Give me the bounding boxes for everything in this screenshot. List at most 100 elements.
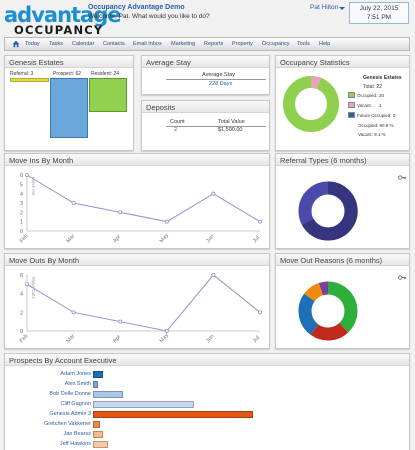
vacant-swatch [348,102,355,108]
nav-property[interactable]: Property [232,41,253,47]
reason-slice[interactable] [327,281,358,333]
home-icon[interactable] [12,40,20,48]
key-icon[interactable] [398,274,407,281]
y-tick-label: 3 [20,201,23,207]
data-point[interactable] [257,310,262,315]
y-tick-label: 4 [20,292,23,298]
panel-title: Occupancy Statistics [276,56,409,68]
account-executive-label[interactable]: Genesis Admin 3 [49,411,91,417]
account-executive-label[interactable]: Bob Delle Donne [49,391,91,397]
data-point[interactable] [71,310,76,315]
x-tick-label: May [159,332,170,344]
panel-title: Move Ins By Month [5,154,269,166]
x-tick-label: Feb [19,333,30,344]
x-tick-label: Jun [205,234,215,245]
average-stay-panel: Average Stay Average Stay 228 Days [141,55,270,95]
panel-title: Prospects By Account Executive [5,354,409,366]
table-divider [166,79,266,80]
occupancy-donut[interactable] [280,73,342,135]
occupied-slice[interactable] [283,76,339,132]
account-executive-label[interactable]: Alex Smith [64,381,91,387]
nav-today[interactable]: Today [25,41,40,47]
average-stay-header: Average Stay [202,72,235,78]
data-point[interactable] [211,273,216,278]
data-point[interactable] [211,191,216,196]
referral-bar[interactable] [10,78,49,82]
data-point[interactable] [164,219,169,224]
referral-types-donut[interactable] [296,179,360,243]
x-tick-label: Mar [66,233,77,244]
prospect-label: Prospect: 62 [53,71,82,77]
account-executive-label[interactable]: Jan Bearss [63,431,91,437]
y-tick-label: 4 [20,192,23,198]
nav-tasks[interactable]: Tasks [49,41,64,47]
nav-tools[interactable]: Tools [297,41,310,47]
app-title: Occupancy Advantage Demo [88,4,185,11]
data-point[interactable] [118,319,123,324]
nav-reports[interactable]: Reports [204,41,224,47]
prospect-bar[interactable] [93,431,103,438]
prospect-bar[interactable] [93,391,123,398]
y-tick-label: 0 [20,229,23,235]
data-point[interactable] [257,219,262,224]
future-occupied-label: Future Occupied: [357,113,392,118]
nav-email-inbox[interactable]: Email Inbox [133,41,162,47]
current-date: July 22, 2015 [359,5,399,12]
account-executive-label[interactable]: Gretchen Vakkener [44,421,91,427]
x-tick-label: Apr [112,334,122,345]
data-point[interactable] [24,282,29,287]
reason-slice[interactable] [298,293,319,335]
move-out-reasons-donut[interactable] [296,279,360,343]
table-divider [166,126,266,127]
move-outs-panel: Move Outs By Month 0 2 4 6 Move Outs Feb Mar Ap… [4,253,270,349]
y-axis-title: Move Ins [31,177,36,196]
occupied-count: 20 [379,93,385,98]
future-occupied-count: 0 [393,113,396,118]
move-ins-chart[interactable]: 0 1 2 3 4 5 6 Move Ins Feb Mar Apr May Jun Jul [5,167,270,249]
average-stay-value[interactable]: 228 Days [209,81,233,87]
prospect-bar[interactable] [93,421,101,428]
account-executive-label[interactable]: Jeff Hawkins [59,441,91,447]
nav-contacts[interactable]: Contacts [103,41,125,47]
nav-help[interactable]: Help [319,41,331,47]
reason-slice[interactable] [310,322,349,341]
data-point[interactable] [164,329,169,334]
occupied-swatch [348,92,355,98]
prospect-bar[interactable] [50,78,88,138]
reason-slice[interactable] [318,281,329,296]
main-nav: Today Tasks Calendar Contacts Email Inbo… [4,37,410,51]
prospect-bar[interactable] [93,371,103,378]
data-point[interactable] [71,201,76,206]
data-point[interactable] [24,173,29,178]
prospect-bar[interactable] [93,381,98,388]
nav-occupancy[interactable]: Occupancy [262,41,290,47]
panel-title: Deposits [142,101,269,113]
nav-calendar[interactable]: Calendar [72,41,95,47]
total-value-header: Total Value [218,119,245,125]
x-tick-label: Jul [252,335,261,344]
data-point[interactable] [118,210,123,215]
panel-title: Genesis Estates [5,56,133,68]
prospect-bar[interactable] [93,411,253,418]
x-tick-label: Jul [252,235,261,244]
account-executive-label[interactable]: Adam Jones [60,371,91,377]
prospect-bar[interactable] [93,401,194,408]
prospect-bar[interactable] [93,441,108,448]
panel-title: Referral Types (6 months) [276,154,409,166]
referral-types-panel: Referral Types (6 months) [275,153,410,249]
y-tick-label: 0 [20,329,23,335]
occupancy-statistics-panel: Occupancy Statistics Genesis Estates Tot… [275,55,410,151]
account-executive-label[interactable]: Cliff Gagnon [60,401,91,407]
resident-bar[interactable] [89,78,127,112]
key-icon[interactable] [398,174,407,181]
referral-slice[interactable] [302,181,358,241]
reason-slice[interactable] [304,282,324,302]
vacant-percent: Vacant: 9.1 % [358,132,386,137]
user-menu[interactable]: Pat Hilton [310,4,339,11]
chevron-down-icon[interactable] [339,7,345,10]
vacant-slice[interactable] [310,75,322,90]
deposit-count[interactable]: 2 [174,127,178,133]
nav-marketing[interactable]: Marketing [171,41,196,47]
x-tick-label: Apr [112,234,122,245]
